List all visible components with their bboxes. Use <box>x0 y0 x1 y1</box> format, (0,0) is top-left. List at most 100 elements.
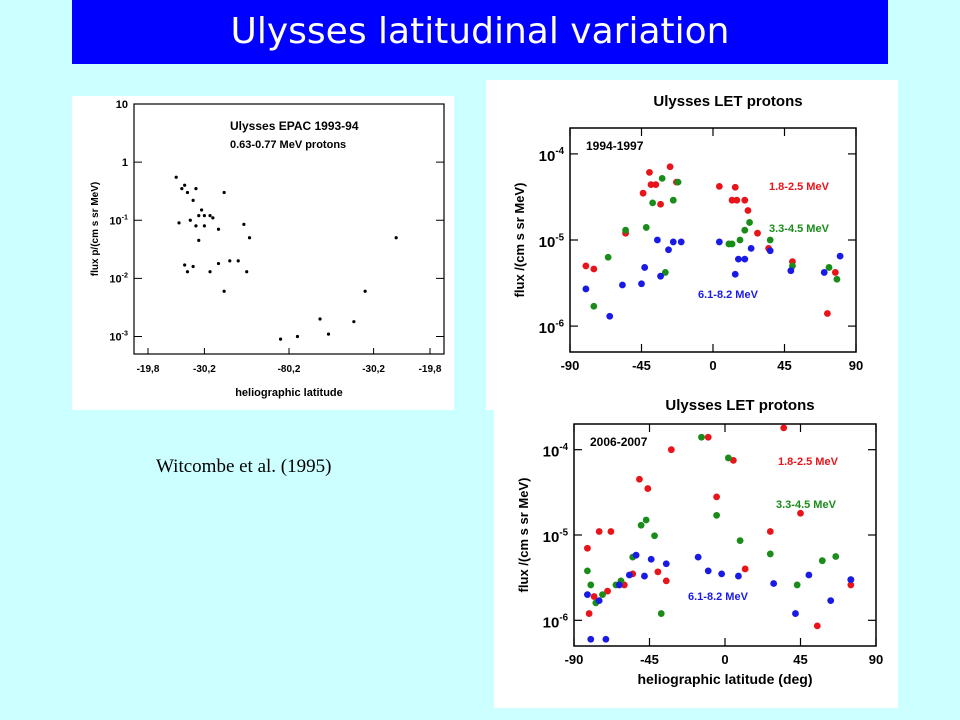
data-point <box>228 259 232 263</box>
data-point-blue <box>647 555 655 563</box>
data-point <box>222 289 226 293</box>
data-point <box>236 259 240 263</box>
data-point-red <box>728 196 736 204</box>
data-point-red <box>636 475 643 483</box>
data-point-blue <box>787 267 795 275</box>
data-point-blue <box>694 553 702 561</box>
epac-chart-panel: 10 1 10-1 10-2 10-3 -19,8 -30,2 -80,2 -30,2 -19,8… <box>72 96 454 410</box>
y-axis-label: flux p/(cm s sr MeV) <box>90 182 101 276</box>
y-tick-label: 10-6 <box>539 318 565 337</box>
data-point-blue <box>587 635 595 643</box>
data-point-red <box>715 182 723 190</box>
x-tick-label: -19,8 <box>137 364 160 375</box>
x-tick-label: 0 <box>721 652 728 667</box>
x-tick-label: -90 <box>565 652 584 667</box>
y-tick-label: 10-5 <box>543 527 569 546</box>
data-point-blue <box>847 576 855 584</box>
x-tick-label: 90 <box>849 358 863 373</box>
data-point-green <box>637 521 645 529</box>
data-point-green <box>825 264 833 271</box>
data-point <box>318 317 322 321</box>
data-point <box>242 222 246 226</box>
plot-frame <box>569 127 857 353</box>
data-point-blue <box>632 551 640 559</box>
citation-text: Witcombe et al. (1995) <box>156 456 332 477</box>
data-point-green <box>832 553 840 560</box>
data-point <box>185 190 190 195</box>
x-tick-label: 90 <box>869 652 883 667</box>
data-point-green <box>657 610 665 617</box>
data-point-red <box>667 446 675 454</box>
data-point-green <box>622 226 630 234</box>
data-point-red <box>607 528 615 535</box>
series-label-red: 1.8-2.5 MeV <box>778 456 839 468</box>
data-point-red <box>657 200 664 208</box>
data-point-red <box>731 183 739 191</box>
data-point-red <box>662 577 670 585</box>
data-point-red <box>647 181 655 189</box>
data-point-red <box>654 568 662 576</box>
data-point-green <box>649 199 657 207</box>
series-label-green: 3.3-4.5 MeV <box>769 223 830 235</box>
data-point <box>197 214 201 218</box>
data-point-green <box>698 433 705 441</box>
data-point-red <box>754 229 761 237</box>
epac-chart: 10 1 10-1 10-2 10-3 -19,8 -30,2 -80,2 -30,2 -19,8… <box>90 99 445 399</box>
data-point <box>222 190 226 195</box>
data-point <box>202 224 206 228</box>
data-point <box>211 216 215 220</box>
chart-subtitle: 0.63-0.77 MeV protons <box>230 139 346 151</box>
series-label-blue: 6.1-8.2 MeV <box>688 591 749 603</box>
data-point <box>202 214 206 218</box>
data-point-green <box>793 581 801 589</box>
data-point <box>295 334 300 339</box>
data-point-green <box>642 224 650 231</box>
data-point <box>191 198 195 202</box>
let-1994-chart-panel: Ulysses LET protons 1994-1997 10-4 10-5 10-6… <box>486 80 898 410</box>
data-point-blue <box>741 255 749 263</box>
data-point <box>188 218 192 222</box>
data-point-green <box>604 253 612 261</box>
data-point-red <box>590 593 598 600</box>
data-point-green <box>587 581 595 589</box>
data-point-red <box>831 269 839 276</box>
data-point-red <box>604 587 611 595</box>
data-point-blue <box>704 567 712 575</box>
let-2006-chart-panel: Ulysses LET protons 2006-2007 10-4 10-5 10-6… <box>494 388 898 708</box>
data-point-red <box>744 207 752 214</box>
data-point-red <box>595 528 603 535</box>
data-point-blue <box>718 570 726 578</box>
x-tick-label: -30,2 <box>362 364 385 375</box>
data-point <box>194 224 198 228</box>
data-point-blue <box>606 312 614 320</box>
y-tick-label: 10-1 <box>109 213 128 227</box>
x-tick-label: -80,2 <box>278 364 301 375</box>
y-tick-label: 10-6 <box>543 613 569 632</box>
x-tick-label: 0 <box>709 358 716 373</box>
x-tick-label: -45 <box>640 652 659 667</box>
data-point-blue <box>665 246 672 254</box>
data-point-blue <box>662 560 670 568</box>
data-point-red <box>813 622 821 630</box>
data-point-blue <box>625 571 633 579</box>
data-point-red <box>741 565 749 573</box>
data-point <box>216 261 221 266</box>
data-point-green <box>766 550 774 558</box>
data-point-green <box>658 174 666 182</box>
y-tick-label: 10-5 <box>539 232 565 251</box>
data-point-green <box>713 511 721 519</box>
data-point-red <box>644 485 652 492</box>
data-point-red <box>704 433 712 441</box>
data-point-red <box>666 163 674 171</box>
chart-annotation: 1994-1997 <box>586 139 644 153</box>
y-axis-label: flux /(cm s sr MeV) <box>512 183 527 298</box>
chart-annotation: 2006-2007 <box>590 435 648 449</box>
x-tick-label: -45 <box>632 358 651 373</box>
data-point-blue <box>584 591 591 599</box>
y-tick-label: 1 <box>122 157 128 169</box>
data-point-red <box>797 509 804 517</box>
data-point-blue <box>595 597 603 605</box>
data-point-green <box>736 537 744 544</box>
data-point <box>180 187 184 191</box>
data-point-blue <box>619 281 626 289</box>
